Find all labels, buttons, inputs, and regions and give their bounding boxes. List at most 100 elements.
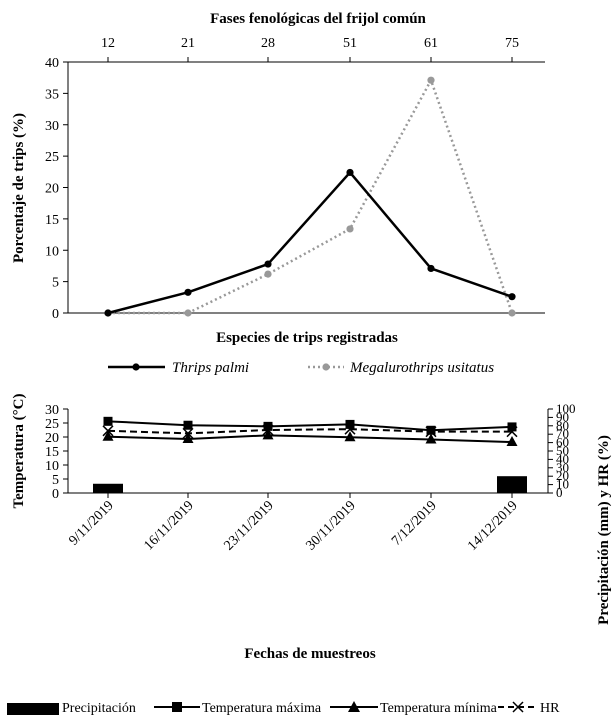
series-point-hr: [262, 424, 274, 436]
chart1-y-axis-label: Porcentaje de trips (%): [11, 113, 27, 263]
series-point-thrips-palmi: [184, 288, 192, 296]
series-point-megalurothrips-usitatus: [346, 225, 354, 233]
legend-hr-label: HR: [540, 701, 560, 716]
series-line-temperatura-m-xima: [107, 420, 513, 432]
chart1-y-tick-label: 20: [45, 182, 59, 197]
chart2-right-tick-label: 100: [556, 401, 576, 416]
chart2-precip-bars: [93, 476, 527, 493]
series-point-temperatura-m-nima: [182, 432, 194, 443]
series-point-temperatura-m-xima: [426, 425, 436, 435]
chart2-x-tick-label: 16/11/2019: [141, 498, 196, 553]
series-point-thrips-palmi: [427, 264, 435, 273]
chart1-y-tick-label: 15: [45, 213, 59, 228]
chart2-left-axis-label: Temperatura (°C): [11, 393, 27, 508]
legend-megalurothrips-marker: [322, 363, 330, 371]
chart2-x-axis: 9/11/2019 16/11/2019 23/11/2019 30/11/2019 7…: [66, 493, 521, 554]
chart1-top-tick-label: 21: [181, 36, 195, 51]
chart2-right-tick-label: 70: [556, 426, 569, 441]
legend-thrips-palmi-marker: [132, 363, 140, 371]
series-point-temperatura-m-nima: [102, 430, 114, 441]
chart1-title: Fases fenológicas del frijol común: [210, 11, 426, 27]
chart1-y-tick-label: 25: [45, 150, 59, 165]
legend-megalurothrips-label: Megalurothrips usitatus: [349, 360, 494, 376]
series-point-megalurothrips-usitatus: [508, 309, 516, 317]
legend-precipitacion-swatch: [7, 703, 59, 715]
series-point-temperatura-m-xima: [183, 420, 193, 430]
series-point-temperatura-m-nima: [344, 431, 356, 442]
chart2-right-tick-label: 10: [556, 477, 569, 492]
chart2-left-tick-label: 30: [45, 403, 59, 418]
chart2-x-tick-label: 30/11/2019: [303, 498, 358, 553]
chart2-right-axis-label: Precipitación (mm) y HR (%): [596, 435, 612, 625]
chart1-y-tick-label: 10: [45, 244, 59, 259]
legend-hr: HR: [498, 701, 560, 716]
chart2-left-tick-label: 20: [45, 431, 59, 446]
chart2-right-tick-label: 40: [556, 451, 569, 466]
series-line-megalurothrips-usitatus: [108, 78, 514, 315]
legend-temp-min-marker: [348, 701, 360, 712]
chart2-right-tick-label: 80: [556, 418, 569, 433]
chart2-left-tick-label: 0: [52, 487, 59, 502]
chart2-right-tick-label: 50: [556, 443, 569, 458]
series-point-hr: [506, 426, 518, 438]
chart2-series: [102, 416, 518, 447]
chart2-right-tick-label: 90: [556, 409, 569, 424]
series-line-temperatura-m-nima: [107, 434, 513, 444]
series-point-temperatura-m-nima: [262, 429, 274, 440]
chart1-series: [104, 76, 516, 317]
chart2-legend: Precipitación Temperatura máxima Tempera…: [7, 701, 560, 716]
series-point-megalurothrips-usitatus: [264, 270, 272, 278]
legend-precipitacion: Precipitación: [7, 701, 136, 716]
series-point-hr: [182, 427, 194, 439]
series-point-temperatura-m-xima: [345, 419, 355, 429]
chart1-top-tick-label: 51: [343, 36, 357, 51]
series-line-thrips-palmi: [107, 171, 513, 315]
chart2-right-tick-label: 30: [556, 460, 569, 475]
series-point-temperatura-m-nima: [506, 436, 518, 447]
series-point-temperatura-m-nima: [425, 433, 437, 444]
chart1-top-tick-label: 61: [424, 36, 438, 51]
series-point-temperatura-m-xima: [263, 421, 273, 431]
series-point-temperatura-m-xima: [103, 416, 113, 426]
chart2-right-tick-label: 0: [556, 485, 563, 500]
chart1-y-tick-label: 30: [45, 119, 59, 134]
series-point-hr: [425, 426, 437, 438]
chart2-left-tick-label: 10: [45, 459, 59, 474]
series-point-hr: [102, 425, 114, 437]
chart1-y-tick-label: 0: [52, 307, 59, 322]
legend-megalurothrips: Megalurothrips usitatus: [308, 360, 494, 376]
chart1-y-axis: 0 5 10 15 20 25 30 35 40: [45, 56, 68, 322]
series-point-thrips-palmi: [104, 309, 112, 317]
chart2-right-tick-label: 20: [556, 468, 569, 483]
series-point-megalurothrips-usitatus: [184, 309, 192, 317]
series-point-thrips-palmi: [346, 168, 354, 177]
legend-thrips-palmi-label: Thrips palmi: [172, 360, 249, 376]
chart2-x-axis-label: Fechas de muestreos: [244, 646, 376, 662]
chart1-top-axis: 12 21 28 51 61 75: [101, 36, 519, 62]
chart1-x-axis-label: Especies de trips registradas: [216, 330, 398, 346]
legend-temp-min-label: Temperatura mínima: [380, 701, 498, 716]
chart-phenology: Fases fenológicas del frijol común 12 21 2…: [11, 11, 545, 376]
chart1-top-tick-label: 12: [101, 36, 115, 51]
chart2-x-tick-label: 9/11/2019: [66, 498, 116, 548]
bar-precipitaci-n: [497, 476, 527, 493]
legend-temp-min: Temperatura mínima: [330, 701, 498, 716]
chart1-y-tick-label: 40: [45, 56, 59, 71]
legend-temp-max-marker: [172, 702, 182, 712]
chart1-y-tick-label: 35: [45, 87, 59, 102]
chart2-left-tick-label: 5: [52, 473, 59, 488]
series-point-temperatura-m-xima: [507, 422, 517, 432]
bar-precipitaci-n: [93, 483, 123, 493]
series-point-hr: [344, 423, 356, 435]
legend-thrips-palmi: Thrips palmi: [108, 360, 249, 376]
series-line-hr: [107, 428, 512, 435]
chart2-x-tick-label: 23/11/2019: [221, 498, 276, 553]
series-point-thrips-palmi: [508, 293, 516, 301]
chart1-legend: Thrips palmi Megalurothrips usitatus: [108, 360, 494, 376]
chart1-top-tick-label: 75: [505, 36, 519, 51]
